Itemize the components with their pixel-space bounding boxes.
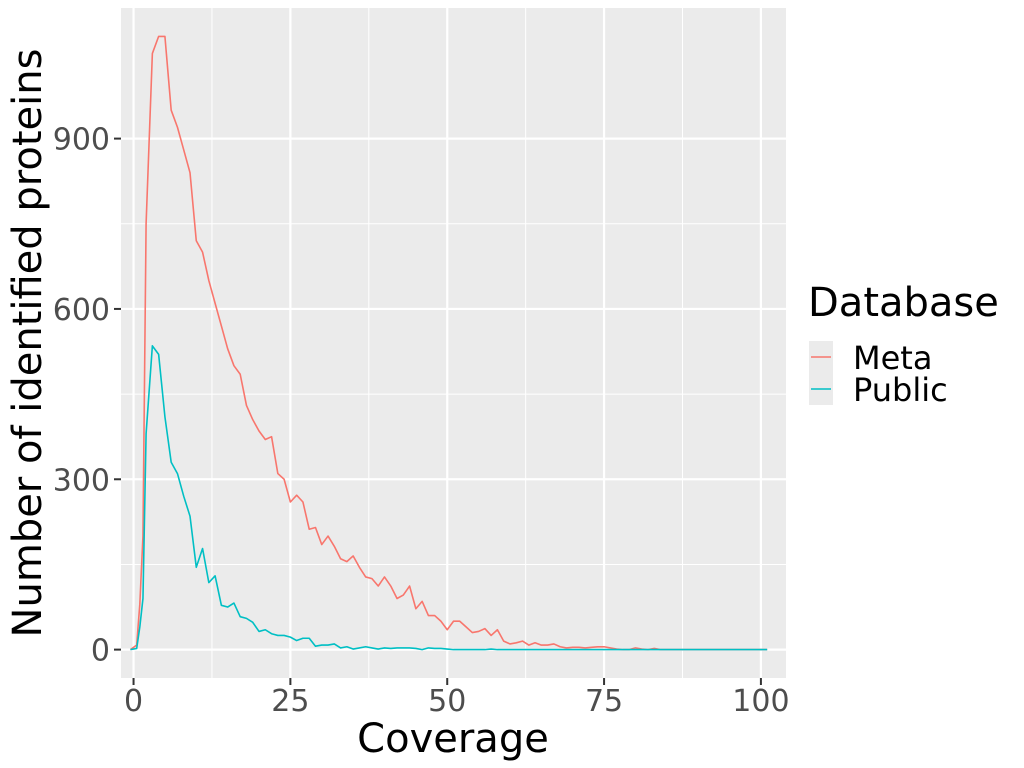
y-axis-ticks: 0 300 600 900 (53, 123, 121, 669)
y-tick-label: 0 (91, 634, 110, 669)
x-axis-ticks: 0 25 50 75 100 (124, 678, 790, 719)
legend-label-meta: Meta (853, 339, 932, 377)
y-tick-label: 600 (53, 293, 110, 328)
plot-panel (121, 8, 786, 678)
legend-key-meta (809, 341, 833, 373)
minor-gridlines (121, 8, 786, 678)
legend-label-public: Public (853, 371, 948, 409)
x-tick-label: 50 (428, 684, 466, 719)
series-lines (129, 35, 768, 651)
y-axis-title: Number of identified proteins (5, 49, 51, 638)
y-tick-label: 900 (53, 123, 110, 158)
x-tick-label: 25 (271, 684, 309, 719)
x-tick-label: 100 (732, 684, 789, 719)
x-tick-label: 0 (124, 684, 143, 719)
legend-title: Database (808, 280, 999, 326)
series-line-public (130, 345, 768, 651)
legend-key-public (809, 373, 833, 405)
x-axis-title: Coverage (357, 716, 549, 762)
x-tick-label: 75 (585, 684, 623, 719)
y-tick-label: 300 (53, 463, 110, 498)
